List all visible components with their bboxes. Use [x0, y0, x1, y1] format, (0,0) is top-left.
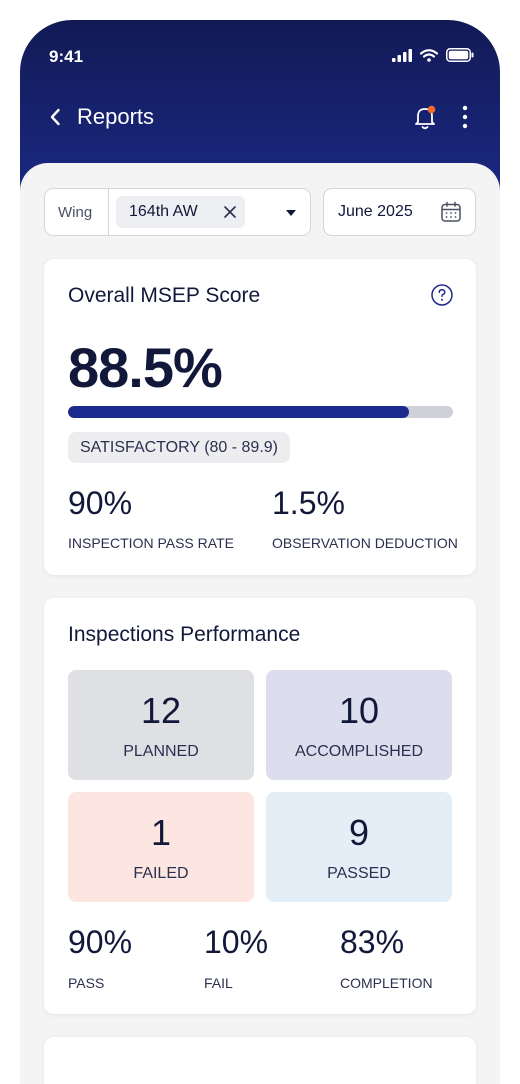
- inspections-performance-card: Inspections Performance 12 PLANNED 10 AC…: [44, 598, 476, 1014]
- chevron-down-icon[interactable]: [285, 208, 297, 218]
- next-card: [44, 1037, 476, 1084]
- close-icon[interactable]: [222, 203, 238, 221]
- calendar-icon[interactable]: [440, 201, 462, 223]
- accomplished-label: ACCOMPLISHED: [294, 743, 424, 760]
- deduction-value: 1.5%: [272, 485, 345, 521]
- wing-filter[interactable]: Wing 164th AW: [44, 188, 311, 236]
- wing-chip[interactable]: 164th AW: [116, 196, 245, 228]
- content-sheet: Wing 164th AW June 2025: [20, 163, 500, 1084]
- planned-value: 12: [140, 690, 182, 731]
- performance-card-title: Inspections Performance: [68, 623, 301, 646]
- status-time: 9:41: [49, 47, 84, 66]
- failed-tile: 1 FAILED: [68, 792, 254, 902]
- accomplished-tile: 10 ACCOMPLISHED: [266, 670, 452, 780]
- phone-screen: 9:41: [20, 20, 500, 1084]
- passed-tile: 9 PASSED: [266, 792, 452, 902]
- pass-percent-value: 90%: [68, 924, 133, 960]
- date-filter-value: June 2025: [338, 203, 413, 220]
- notification-dot: [427, 105, 436, 114]
- battery-icon: [446, 48, 474, 62]
- fail-percent-label: FAIL: [204, 975, 233, 991]
- pass-rate-value: 90%: [68, 485, 133, 521]
- msep-progress-bar: [68, 406, 453, 418]
- msep-score-value: 88.5%: [68, 336, 223, 399]
- wifi-icon: [420, 48, 438, 62]
- status-icons: [392, 48, 474, 62]
- nav-bar: Reports: [20, 98, 500, 138]
- completion-label: COMPLETION: [340, 975, 433, 991]
- passed-label: PASSED: [327, 865, 391, 882]
- rating-badge: SATISFACTORY (80 - 89.9): [68, 432, 290, 463]
- wing-filter-label: Wing: [58, 204, 93, 221]
- msep-card-title: Overall MSEP Score: [68, 284, 261, 307]
- failed-value: 1: [150, 812, 172, 853]
- failed-label: FAILED: [133, 865, 189, 882]
- passed-value: 9: [348, 812, 370, 853]
- msep-score-card: Overall MSEP Score 88.5% SATISFACTORY (8…: [44, 259, 476, 575]
- wing-chip-label: 164th AW: [129, 203, 198, 220]
- back-chevron-icon[interactable]: [44, 105, 68, 129]
- planned-tile: 12 PLANNED: [68, 670, 254, 780]
- signal-icon: [392, 48, 412, 62]
- help-icon[interactable]: [430, 283, 454, 307]
- more-options-icon[interactable]: [453, 103, 477, 131]
- notification-bell-icon[interactable]: [412, 104, 438, 132]
- pass-rate-label: INSPECTION PASS RATE: [68, 535, 234, 551]
- deduction-label: OBSERVATION DEDUCTION: [272, 535, 458, 551]
- pass-percent-label: PASS: [68, 975, 105, 991]
- divider: [108, 189, 109, 235]
- msep-progress-fill: [68, 406, 409, 418]
- accomplished-value: 10: [338, 690, 380, 731]
- fail-percent-value: 10%: [204, 924, 269, 960]
- planned-label: PLANNED: [123, 743, 199, 760]
- completion-value: 83%: [340, 924, 405, 960]
- page-title: Reports: [77, 104, 155, 129]
- date-filter[interactable]: June 2025: [323, 188, 476, 236]
- status-bar: 9:41: [20, 20, 500, 100]
